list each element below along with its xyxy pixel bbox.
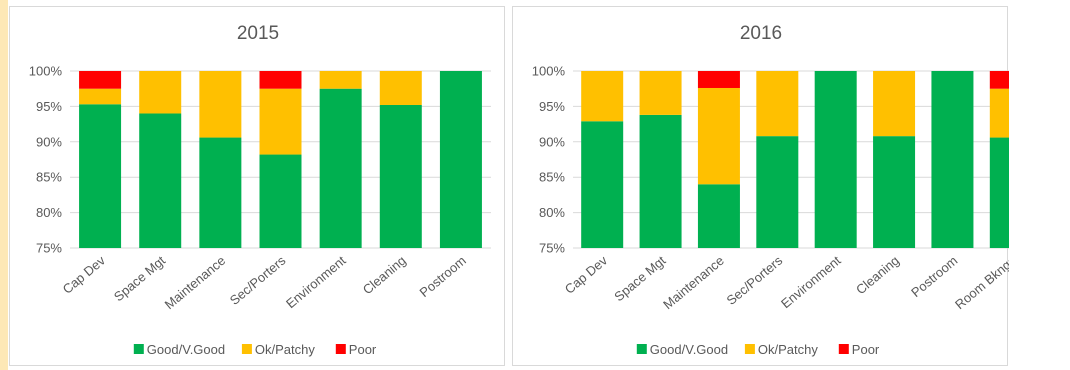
x-tick-label: Environment [283, 253, 349, 312]
x-tick-label: Cleaning [360, 253, 409, 297]
chart-svg: 2015 75% 80% 85% 90% 95% 100% Cap Dev Space MgtM… [29, 23, 491, 357]
bar-good-v-good-environment [319, 88, 362, 248]
bar-good-v-good-postroom [439, 71, 482, 248]
legend-swatch-poor [335, 344, 346, 354]
x-tick-label: Postroom [908, 253, 960, 300]
x-tick-label: Cleaning [853, 253, 902, 297]
chart-title: 2015 [237, 23, 279, 44]
y-tick-label: 95% [36, 99, 62, 114]
x-tick-label: Space Mgt [611, 253, 669, 305]
bar-good-v-good-maintenance [697, 184, 740, 248]
x-tick-label: Room Bkngs [952, 252, 1009, 312]
legend-swatch-good-v-good [636, 344, 647, 354]
bar-ok-patchy-environment [319, 71, 362, 89]
y-tick-label: 85% [36, 170, 62, 185]
legend-label-good-v-good: Good/V.Good [147, 342, 225, 357]
x-tick-label: Postroom [417, 253, 469, 300]
bar-ok-patchy-cap-dev [581, 71, 624, 122]
bar-poor-cap-dev [79, 71, 122, 89]
bar-good-v-good-room-bkngs [989, 137, 1009, 248]
legend-label-poor: Poor [852, 342, 880, 357]
bar-ok-patchy-sec-porters [259, 88, 302, 155]
bar-poor-maintenance [697, 71, 740, 88]
x-tick-label: Sec/Porters [227, 252, 289, 307]
x-tick-label: Environment [778, 253, 844, 312]
y-tick-label: 100% [532, 64, 566, 79]
legend-swatch-ok-patchy [241, 344, 252, 354]
bar-good-v-good-sec-porters [259, 154, 302, 248]
bar-good-v-good-sec-porters [756, 136, 799, 248]
chart-title: 2016 [740, 23, 782, 44]
legend-swatch-poor [838, 344, 849, 354]
bar-good-v-good-maintenance [199, 137, 242, 248]
x-tick-label: Space Mgt [111, 253, 169, 305]
legend-label-good-v-good: Good/V.Good [650, 342, 728, 357]
bar-ok-patchy-cap-dev [79, 88, 122, 105]
bar-good-v-good-space-mgt [139, 113, 182, 248]
bar-ok-patchy-room-bkngs [989, 88, 1009, 138]
legend-label-ok-patchy: Ok/Patchy [255, 342, 315, 357]
x-tick-label: Cap Dev [60, 252, 109, 296]
y-tick-label: 85% [539, 170, 565, 185]
y-tick-label: 90% [36, 134, 62, 149]
chart-2015: 2015 75% 80% 85% 90% 95% 100% Cap Dev Space Mgt M… [9, 6, 505, 366]
bar-good-v-good-postroom [931, 71, 974, 248]
bar-good-v-good-cleaning [873, 136, 916, 248]
bar-ok-patchy-sec-porters [756, 71, 799, 137]
chart-2016: 2016 75% 80% 85% 90% 95% 100% Cap Dev Space Mgt M… [512, 6, 1009, 366]
x-tick-label: Maintenance [660, 253, 727, 312]
chart-svg: 2016 75% 80% 85% 90% 95% 100% Cap Dev Space MgtM… [532, 23, 1009, 357]
bar-ok-patchy-maintenance [199, 71, 242, 138]
bar-ok-patchy-cleaning [379, 71, 422, 105]
bar-good-v-good-cap-dev [581, 121, 624, 248]
y-tick-label: 90% [539, 134, 565, 149]
bar-ok-patchy-cleaning [873, 71, 916, 137]
legend-swatch-ok-patchy [744, 344, 755, 354]
x-tick-label: Sec/Porters [724, 252, 786, 307]
bar-poor-room-bkngs [989, 71, 1009, 89]
bar-good-v-good-space-mgt [639, 114, 682, 249]
bar-good-v-good-cap-dev [79, 104, 122, 248]
legend-label-poor: Poor [349, 342, 377, 357]
y-tick-label: 80% [539, 205, 565, 220]
bar-ok-patchy-space-mgt [139, 71, 182, 114]
x-tick-label: Cap Dev [562, 252, 611, 296]
legend-swatch-good-v-good [133, 344, 144, 354]
legend-label-ok-patchy: Ok/Patchy [758, 342, 818, 357]
y-tick-label: 75% [539, 241, 565, 256]
y-tick-label: 75% [36, 241, 62, 256]
x-tick-label: Maintenance [162, 253, 229, 312]
y-tick-label: 95% [539, 99, 565, 114]
y-tick-label: 80% [36, 205, 62, 220]
y-tick-label: 100% [29, 64, 63, 79]
bar-good-v-good-environment [814, 71, 857, 248]
bar-good-v-good-cleaning [379, 104, 422, 248]
bar-poor-sec-porters [259, 71, 302, 89]
page-edge [0, 0, 8, 370]
bar-ok-patchy-maintenance [697, 87, 740, 185]
bar-ok-patchy-space-mgt [639, 71, 682, 115]
